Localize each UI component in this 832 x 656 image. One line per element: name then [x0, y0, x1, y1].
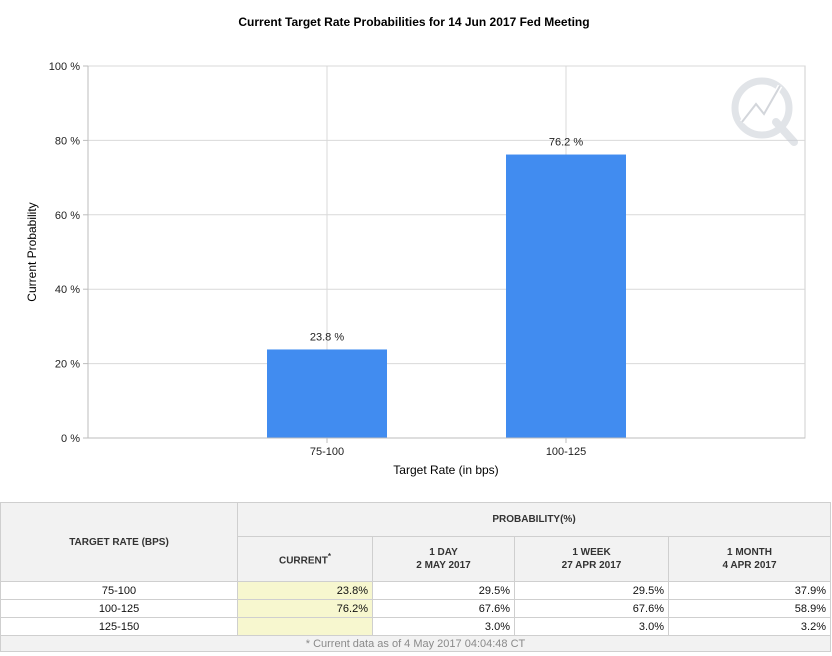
- col-1week-date: 27 APR 2017: [561, 560, 622, 571]
- col-1week-label: 1 WEEK: [572, 547, 611, 558]
- plot-area: [87, 65, 806, 439]
- x-tick-label: 75-100: [310, 446, 344, 458]
- bars: [267, 154, 626, 438]
- y-tick-label: 60 %: [55, 210, 80, 222]
- table-row: 125-150 3.0% 3.0% 3.2%: [0, 617, 831, 636]
- day-cell: 29.5%: [372, 581, 515, 600]
- current-cell: [237, 617, 373, 636]
- bar: [267, 349, 387, 438]
- y-tick-label: 100 %: [49, 61, 80, 73]
- day-cell: 67.6%: [372, 599, 515, 618]
- col-current-header: CURRENT*: [237, 536, 373, 582]
- bar: [506, 154, 626, 438]
- rate-cell: 100-125: [0, 599, 238, 618]
- x-tick-label: 100-125: [546, 446, 586, 458]
- month-cell: 58.9%: [668, 599, 831, 618]
- rate-cell: 125-150: [0, 617, 238, 636]
- y-tick-label: 80 %: [55, 135, 80, 147]
- bar-value-label: 23.8 %: [310, 331, 344, 343]
- y-tick-label: 40 %: [55, 284, 80, 296]
- col-1day-date: 2 MAY 2017: [416, 560, 471, 571]
- col-1month-label: 1 MONTH: [727, 547, 772, 558]
- bar-value-label: 76.2 %: [549, 137, 583, 149]
- month-cell: 37.9%: [668, 581, 831, 600]
- col-1month-header: 1 MONTH 4 APR 2017: [668, 536, 831, 582]
- x-axis-label: Target Rate (in bps): [393, 463, 498, 477]
- week-cell: 67.6%: [514, 599, 669, 618]
- x-axis-ticks: 75-100 100-125: [310, 438, 586, 458]
- probability-table: TARGET RATE (BPS) PROBABILITY(%) CURRENT…: [0, 502, 831, 652]
- target-rate-header: TARGET RATE (BPS): [0, 502, 238, 582]
- y-tick-label: 20 %: [55, 359, 80, 371]
- chart-title: Current Target Rate Probabilities for 14…: [238, 15, 589, 29]
- probability-chart: Current Target Rate Probabilities for 14…: [25, 15, 806, 477]
- y-axis-ticks: 0 % 20 % 40 % 60 % 80 % 100 %: [49, 61, 88, 445]
- y-tick-label: 0 %: [61, 433, 80, 445]
- table-row: 75-100 23.8% 29.5% 29.5% 37.9%: [0, 581, 831, 600]
- footnote: * Current data as of 4 May 2017 04:04:48…: [0, 635, 831, 652]
- footnote-marker: *: [327, 552, 331, 562]
- current-cell: 76.2%: [237, 599, 373, 618]
- week-cell: 3.0%: [514, 617, 669, 636]
- watermark-logo: [731, 77, 798, 146]
- bar-labels: 23.8 % 76.2 %: [310, 137, 583, 344]
- col-1month-date: 4 APR 2017: [722, 560, 777, 571]
- day-cell: 3.0%: [372, 617, 515, 636]
- current-cell: 23.8%: [237, 581, 373, 600]
- month-cell: 3.2%: [668, 617, 831, 636]
- table-row: 100-125 76.2% 67.6% 67.6% 58.9%: [0, 599, 831, 618]
- week-cell: 29.5%: [514, 581, 669, 600]
- rate-cell: 75-100: [0, 581, 238, 600]
- y-axis-label: Current Probability: [25, 202, 39, 301]
- col-1week-header: 1 WEEK 27 APR 2017: [514, 536, 669, 582]
- col-current-label: CURRENT: [278, 555, 328, 567]
- col-1day-header: 1 DAY 2 MAY 2017: [372, 536, 515, 582]
- probability-header: PROBABILITY(%): [237, 502, 831, 537]
- col-1day-label: 1 DAY: [429, 547, 458, 558]
